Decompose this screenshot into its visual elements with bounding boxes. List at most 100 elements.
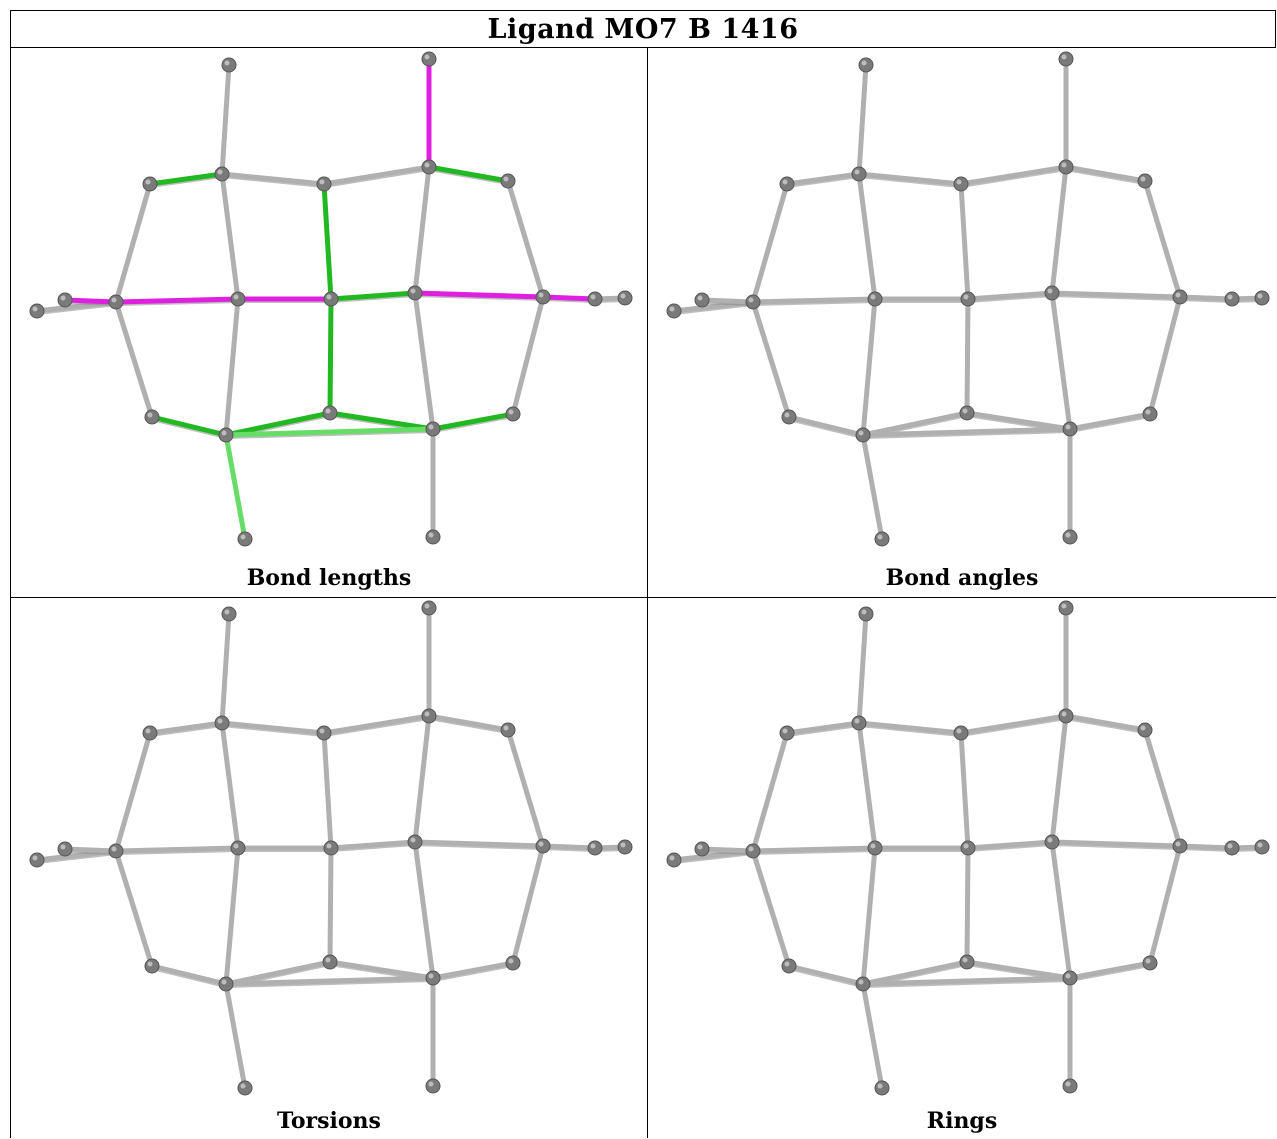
atom	[858, 606, 874, 622]
atom-highlight	[590, 843, 596, 849]
bond	[1147, 294, 1183, 417]
atom	[874, 1080, 890, 1096]
atom	[959, 954, 975, 970]
atom-highlight	[428, 532, 434, 538]
bond	[113, 299, 155, 420]
atom-highlight	[748, 846, 754, 852]
bond	[750, 730, 790, 854]
bond	[426, 164, 511, 184]
molecule-group	[29, 600, 633, 1096]
bond	[860, 959, 970, 987]
atom	[1058, 708, 1074, 724]
atom-highlight	[1227, 843, 1233, 849]
atom	[221, 606, 237, 622]
atom	[617, 839, 633, 855]
atom-highlight	[1061, 162, 1067, 168]
atom	[851, 166, 867, 182]
bond	[113, 181, 153, 305]
atom-highlight	[325, 957, 331, 963]
bond	[62, 846, 119, 854]
atom	[425, 1078, 441, 1094]
atom-highlight	[854, 718, 860, 724]
atom	[1062, 1078, 1078, 1094]
bond	[540, 294, 598, 302]
left-border	[10, 48, 11, 1138]
molecule-diagram	[29, 51, 633, 547]
atom	[745, 843, 761, 859]
atom	[57, 841, 73, 857]
atom-highlight	[32, 855, 38, 861]
atom	[587, 840, 603, 856]
bond	[750, 296, 878, 305]
bond	[964, 845, 971, 965]
atom-highlight	[1061, 711, 1067, 717]
atom	[316, 725, 332, 741]
bond	[860, 975, 1073, 987]
bond	[223, 959, 333, 987]
bond	[784, 720, 862, 736]
atom	[421, 159, 437, 175]
panel-caption: Rings	[926, 1108, 998, 1134]
atom	[237, 531, 253, 547]
atom-highlight	[1140, 176, 1146, 182]
atom	[144, 409, 160, 425]
atom	[666, 852, 682, 868]
title-bar: Ligand MO7 B 1416	[10, 10, 1276, 48]
panel-caption: Torsions	[277, 1108, 381, 1134]
bond	[505, 727, 546, 849]
atom-highlight	[217, 718, 223, 724]
bond	[327, 959, 436, 981]
atom	[1044, 834, 1060, 850]
atom-highlight	[224, 609, 230, 615]
atom	[851, 715, 867, 731]
atom-highlight	[111, 297, 117, 303]
atom-highlight	[861, 609, 867, 615]
bond	[964, 959, 1073, 981]
atom-highlight	[503, 176, 509, 182]
atom-highlight	[858, 979, 864, 985]
atom	[323, 291, 339, 307]
bond	[328, 290, 418, 302]
bond	[412, 290, 546, 300]
atom-highlight	[233, 843, 239, 849]
atom	[237, 1080, 253, 1096]
molecule-group	[666, 600, 1270, 1096]
atom	[953, 725, 969, 741]
panel-caption: Bond angles	[885, 565, 1039, 591]
atom	[855, 427, 871, 443]
atom-highlight	[697, 844, 703, 850]
bond	[412, 713, 432, 845]
atom	[57, 292, 73, 308]
atom	[421, 51, 437, 67]
bond	[223, 981, 248, 1091]
atom-highlight	[1140, 725, 1146, 731]
atom-highlight	[1145, 409, 1151, 415]
bond	[1049, 290, 1073, 432]
atom	[316, 176, 332, 192]
atom-highlight	[1061, 603, 1067, 609]
atom	[960, 840, 976, 856]
atom-highlight	[697, 295, 703, 301]
bond	[412, 839, 436, 981]
atom	[425, 970, 441, 986]
bond	[223, 845, 241, 987]
atom	[1172, 838, 1188, 854]
panel-bond-lengths: Bond lengths	[11, 49, 647, 597]
atom	[867, 291, 883, 307]
bond	[860, 410, 970, 438]
bond	[113, 296, 241, 305]
bond	[62, 297, 119, 305]
atom	[1254, 290, 1270, 306]
atom-highlight	[424, 603, 430, 609]
atom	[1044, 285, 1060, 301]
atom-highlight	[1065, 973, 1071, 979]
bond	[964, 296, 971, 416]
atom-highlight	[240, 534, 246, 540]
atom	[214, 715, 230, 731]
atom-highlight	[319, 728, 325, 734]
bond	[219, 720, 241, 851]
atom	[617, 290, 633, 306]
bond	[860, 981, 885, 1091]
atom	[535, 838, 551, 854]
atom	[855, 976, 871, 992]
